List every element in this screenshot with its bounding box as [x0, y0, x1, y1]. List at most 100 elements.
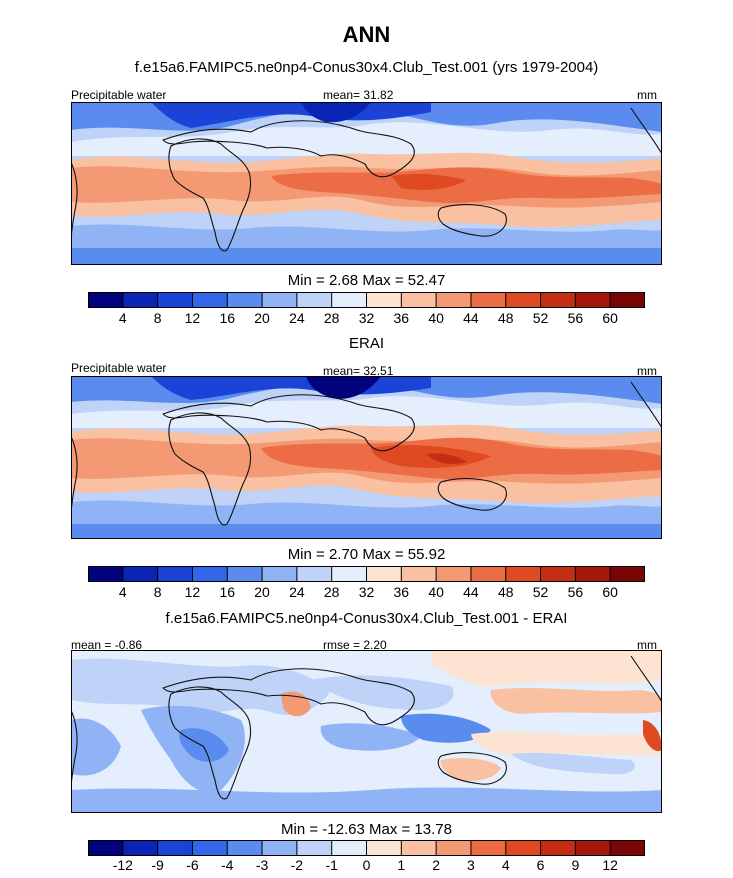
coast-australia: [437, 204, 507, 237]
panel-2-colorbar: [88, 566, 645, 582]
panel-3-title: f.e15a6.FAMIPC5.ne0np4-Conus30x4.Club_Te…: [165, 610, 568, 627]
colorbar-swatch: [610, 292, 645, 308]
field-negative-indian-ocean: [320, 723, 421, 751]
panel-2-frame: [71, 376, 662, 539]
colorbar-tick-label: 12: [184, 310, 201, 326]
panel-1-map: [71, 102, 662, 265]
colorbar-swatch: [122, 566, 159, 582]
colorbar-swatch: [540, 292, 576, 308]
colorbar-swatch: [192, 292, 228, 308]
field-negative-southern-ocean: [71, 787, 662, 813]
field-negative-india: [311, 675, 454, 711]
colorbar-swatch: [262, 566, 298, 582]
colorbar-tick-label: 48: [497, 310, 514, 326]
colorbar-tick-label: 56: [567, 584, 584, 600]
colorbar-tick-label: 8: [153, 584, 162, 600]
colorbar-tick-label: 60: [602, 584, 618, 600]
colorbar-tick-label: 60: [602, 310, 618, 326]
coast-australia: [437, 478, 507, 511]
colorbar-swatch: [470, 566, 507, 582]
coast-north-america: [630, 107, 662, 155]
figure-title: ANN: [342, 22, 391, 47]
colorbar-swatch: [192, 566, 228, 582]
colorbar-tick-label: 4: [501, 857, 510, 873]
colorbar-tick-label: 44: [463, 310, 479, 326]
colorbar-tick-label: 16: [219, 310, 236, 326]
colorbar-tick-label: 40: [428, 310, 444, 326]
colorbar-swatch: [610, 840, 645, 856]
colorbar-tick-label: -6: [186, 857, 199, 873]
colorbar-tick-label: 48: [497, 584, 514, 600]
colorbar-swatch: [88, 292, 124, 308]
panel-2-colorbar-labels: 4 8 12 16 20 24 28 32 36 40 44 48 52 56 60: [88, 584, 645, 602]
colorbar-tick-label: 20: [254, 584, 270, 600]
coast-north-america: [630, 381, 662, 429]
panel-2-units-label: mm: [637, 364, 657, 378]
colorbar-swatch: [575, 840, 611, 856]
colorbar-swatch: [505, 292, 542, 308]
colorbar-swatch: [157, 292, 193, 308]
panel-1-minmax: Min = 2.68 Max = 52.47: [287, 272, 446, 289]
field-band-south-low: [71, 248, 662, 265]
colorbar-swatch: [540, 566, 576, 582]
panel-1-mean-label: mean= 31.82: [323, 88, 394, 102]
panel-1-left-label: Precipitable water: [71, 88, 167, 102]
colorbar-swatch: [122, 840, 159, 856]
panel-1-colorbar-labels: 4 8 12 16 20 24 28 32 36 40 44 48 52 56 60: [88, 310, 645, 328]
colorbar-swatch: [366, 292, 402, 308]
coast-north-america: [630, 655, 662, 703]
colorbar-tick-label: 16: [219, 584, 236, 600]
field-band-north-mid: [71, 396, 662, 428]
colorbar-tick-label: -3: [255, 857, 269, 873]
field-positive-andes: [643, 720, 662, 752]
colorbar-swatch: [331, 840, 367, 856]
colorbar-tick-label: 8: [153, 310, 162, 326]
panel-2-left-label: Precipitable water: [71, 361, 167, 375]
field-positive-north-pacific: [431, 650, 662, 687]
colorbar-tick-label: 32: [358, 310, 375, 326]
coast-australia: [437, 752, 507, 785]
coast-eurasia: [162, 394, 415, 452]
colorbar-tick-label: -2: [290, 857, 304, 873]
panel-1-frame: [71, 102, 662, 265]
colorbar-swatch: [436, 840, 472, 856]
colorbar-swatch: [505, 840, 542, 856]
panel-3-colorbar-labels: -12 -9 -6 -4 -3 -2 -1 0 1 2 3 4 6 9 12: [88, 857, 645, 875]
colorbar-swatch: [227, 840, 263, 856]
field-band-south-low: [71, 524, 662, 539]
colorbar-swatch: [401, 292, 437, 308]
colorbar-frame: [88, 292, 645, 308]
colorbar-tick-label: 4: [118, 584, 127, 600]
colorbar-tick-label: 52: [532, 310, 549, 326]
colorbar-swatch: [540, 840, 576, 856]
colorbar-tick-label: 28: [323, 584, 340, 600]
coast-africa: [168, 686, 252, 800]
panel-1-title: f.e15a6.FAMIPC5.ne0np4-Conus30x4.Club_Te…: [134, 59, 599, 76]
colorbar-tick-label: 1: [397, 857, 406, 873]
colorbar-swatch: [296, 840, 333, 856]
colorbar-swatch: [470, 840, 507, 856]
field-band-north-mid: [71, 122, 662, 156]
colorbar-tick-label: 56: [567, 310, 584, 326]
colorbar-swatch: [122, 292, 159, 308]
coast-africa: [168, 412, 252, 526]
colorbar-tick-label: 44: [463, 584, 479, 600]
colorbar-swatch: [88, 566, 124, 582]
colorbar-swatch: [157, 566, 193, 582]
colorbar-tick-label: 28: [323, 310, 340, 326]
colorbar-swatch: [227, 566, 263, 582]
panel-3-units-label: mm: [637, 638, 657, 652]
field-positive-pacific-band: [490, 688, 662, 714]
colorbar-tick-label: 36: [393, 584, 410, 600]
panel-3-frame: [71, 650, 662, 813]
colorbar-swatch: [401, 840, 437, 856]
colorbar-tick-label: 2: [432, 857, 441, 873]
colorbar-swatch: [331, 292, 367, 308]
panel-1-units-label: mm: [637, 88, 657, 102]
colorbar-tick-label: 6: [536, 857, 545, 873]
colorbar-swatch: [157, 840, 193, 856]
field-core-warm-pool: [271, 167, 662, 203]
colorbar-tick-label: -9: [151, 857, 164, 873]
colorbar-swatch: [262, 292, 298, 308]
field-core-maritime: [391, 173, 466, 190]
